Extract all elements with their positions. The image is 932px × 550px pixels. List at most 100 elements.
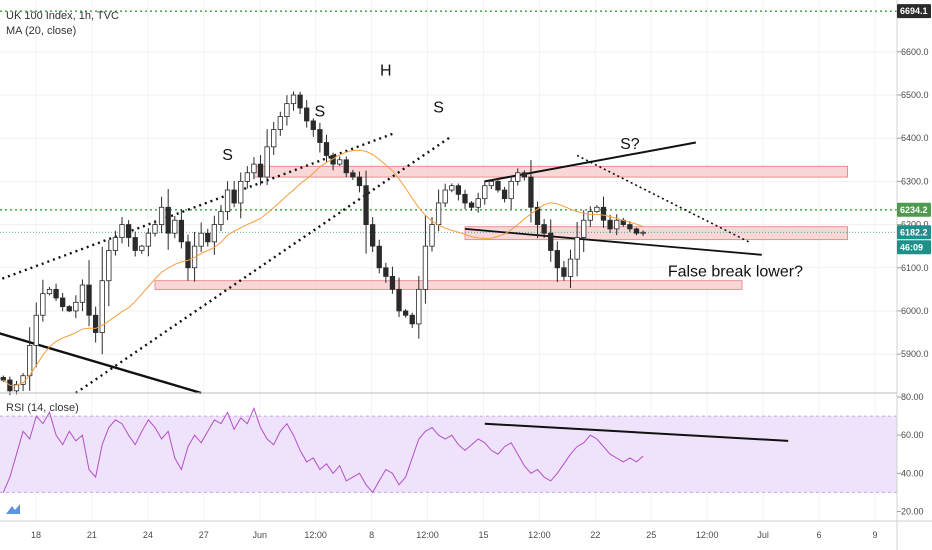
tradingview-logo-icon xyxy=(6,504,20,514)
candle xyxy=(13,381,20,395)
candle xyxy=(46,286,53,296)
candle-body xyxy=(112,237,119,251)
candle-body xyxy=(92,314,99,333)
moving-average-line xyxy=(2,149,644,386)
candle-body xyxy=(528,176,534,208)
current-price-badge-box xyxy=(897,225,931,240)
countdown-badge-text: 46:09 xyxy=(900,242,923,252)
candle-body xyxy=(356,176,363,187)
candle xyxy=(73,295,79,319)
candle-body xyxy=(119,224,125,238)
candle-body xyxy=(475,198,481,208)
candle-body xyxy=(363,185,369,225)
candle xyxy=(528,159,534,223)
rsi-tick-label: 40.00 xyxy=(901,468,924,478)
downtrend-line xyxy=(0,332,202,395)
candle xyxy=(284,95,290,126)
rsi-band xyxy=(0,416,897,493)
candle xyxy=(495,178,501,193)
candle-body xyxy=(218,211,224,225)
candle-body xyxy=(304,107,310,122)
level-badge-top-text: 6694.1 xyxy=(900,6,928,16)
time-axis[interactable]: 18 21 24 27 Jun 12:00 8 12:00 15 12:00 22 25 12:00 Ju… xyxy=(31,530,878,540)
candle xyxy=(614,214,620,236)
channel-upper-line xyxy=(0,132,393,281)
candle-body xyxy=(633,228,640,234)
candle xyxy=(422,214,429,304)
candle xyxy=(508,176,514,210)
rsi-axis[interactable]: 20.00 40.00 60.00 80.00 xyxy=(897,392,924,516)
candle xyxy=(178,209,185,249)
price-zone xyxy=(154,280,743,290)
candle xyxy=(396,277,402,318)
level-badge-text: 6234.2 xyxy=(900,205,928,215)
candle xyxy=(581,210,587,253)
candle xyxy=(409,312,415,328)
candle-body xyxy=(350,172,356,178)
candle-body xyxy=(534,206,541,225)
countdown-badge: 46:09 xyxy=(897,240,931,255)
ma-indicator-label[interactable]: MA (20, close) xyxy=(6,25,76,37)
candle xyxy=(350,169,356,180)
time-tick-label: 18 xyxy=(31,530,41,540)
candle xyxy=(442,183,448,208)
candle-body xyxy=(198,232,204,247)
candle xyxy=(198,222,204,252)
candle-body xyxy=(501,189,508,200)
candle xyxy=(60,292,66,312)
price-tick-label: 6300.0 xyxy=(901,176,929,186)
candle-body xyxy=(455,185,462,195)
time-tick-label: 9 xyxy=(872,530,877,540)
annotation-label: S xyxy=(222,147,233,164)
candle xyxy=(363,170,369,254)
candle xyxy=(277,111,283,136)
candle xyxy=(218,204,224,232)
candle-body xyxy=(257,163,264,178)
candle xyxy=(429,217,435,252)
candle xyxy=(310,118,316,137)
rsi-pane xyxy=(0,407,897,494)
candle-body xyxy=(290,94,297,105)
candle-body xyxy=(211,224,217,243)
candle xyxy=(475,192,481,213)
candle-body xyxy=(231,189,237,204)
candle-body xyxy=(495,180,501,191)
candle-body xyxy=(178,219,185,243)
price-badges: 6694.1 6234.2 6182.2 46:09 xyxy=(897,4,931,255)
candle-body xyxy=(13,383,20,392)
candle xyxy=(600,196,607,228)
candle-body xyxy=(297,94,303,109)
price-axis[interactable]: 5900.0 6000.0 6100.0 6200.0 6300.0 6400.0 6500… xyxy=(897,47,929,359)
candle-body xyxy=(376,245,382,269)
candle xyxy=(574,221,580,277)
candle xyxy=(370,216,376,253)
candle xyxy=(482,180,488,205)
candle xyxy=(515,168,521,186)
candle-body xyxy=(442,189,448,204)
countdown-badge-box xyxy=(897,240,931,255)
candle xyxy=(119,217,125,244)
candle xyxy=(86,260,92,327)
candle-body xyxy=(33,314,39,346)
candle xyxy=(383,262,389,283)
current-price-badge-text: 6182.2 xyxy=(900,227,928,237)
candle xyxy=(337,156,343,166)
candle-body xyxy=(574,237,580,260)
candle-body xyxy=(488,180,495,187)
symbol-title[interactable]: UK 100 Index, 1h, TVC xyxy=(6,10,119,22)
candle xyxy=(389,266,396,294)
candle-body xyxy=(449,185,455,191)
candle-body xyxy=(416,288,422,325)
time-tick-label: 15 xyxy=(478,530,488,540)
rsi-indicator-label[interactable]: RSI (14, close) xyxy=(6,402,79,414)
candle xyxy=(317,122,323,153)
candle xyxy=(304,100,310,128)
candle-body xyxy=(587,211,593,221)
candle-body xyxy=(343,159,349,174)
candle xyxy=(462,189,468,209)
candle xyxy=(594,205,600,213)
candle xyxy=(165,189,171,250)
price-tick-label: 5900.0 xyxy=(901,349,929,359)
candle xyxy=(238,172,244,219)
